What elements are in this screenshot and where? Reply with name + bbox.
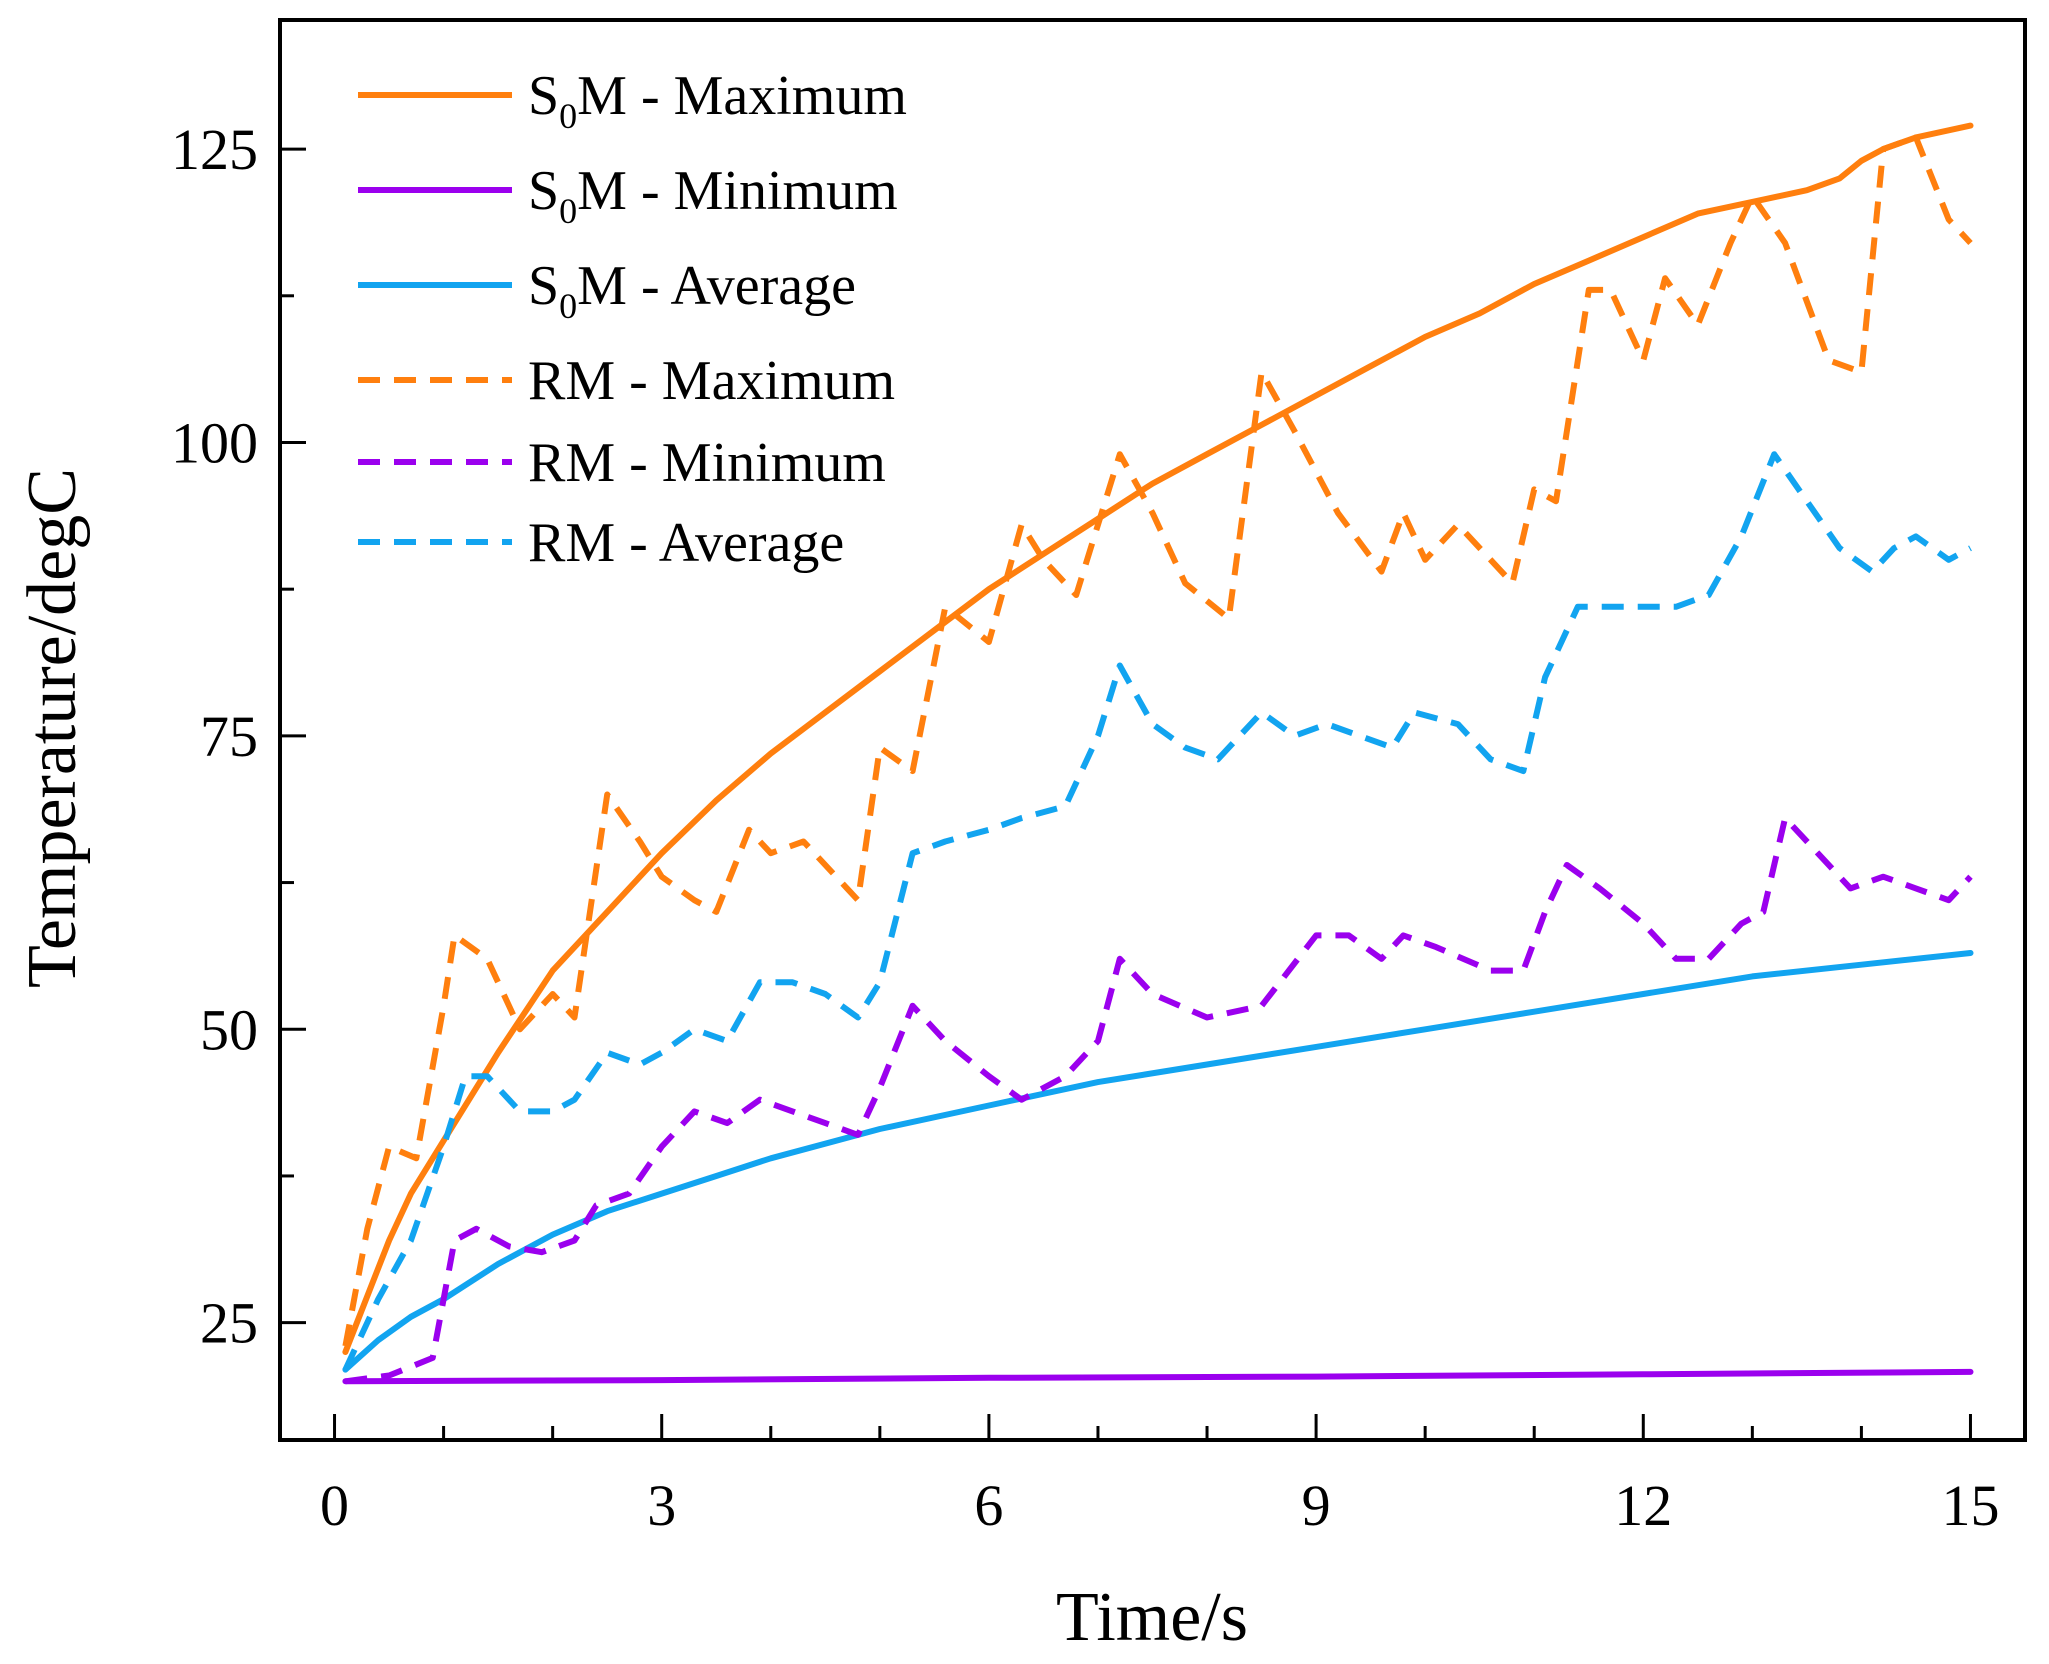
x-tick-label: 15 <box>1941 1473 1999 1538</box>
legend-label-text: M - Minimum <box>577 160 897 222</box>
series-lines <box>342 122 1974 1385</box>
legend-label-rm-minimum: RM - Minimum <box>528 432 886 494</box>
legend-label-s0m-maximum: S0M - Maximum <box>528 65 907 136</box>
x-tick-label: 0 <box>320 1473 349 1538</box>
x-tick-label: 3 <box>647 1473 676 1538</box>
axis-ticks: 0 3 6 9 12 15 25 50 75 100 125 <box>171 117 1999 1538</box>
y-tick-label: 50 <box>200 997 258 1062</box>
legend-label-text: RM - Minimum <box>528 432 886 494</box>
series-line-s0m-minimum <box>342 1368 1974 1385</box>
legend-subscript: 0 <box>559 96 577 136</box>
legend-label-s0m-minimum: S0M - Minimum <box>528 160 898 231</box>
plot-frame <box>278 18 2027 1442</box>
x-axis-title: Time/s <box>1056 1579 1248 1656</box>
series-line-s0m-average <box>342 950 1974 1373</box>
series-line-rm-maximum <box>342 134 1973 1347</box>
legend-label-text: S <box>528 255 559 317</box>
legend-subscript: 0 <box>559 286 577 326</box>
y-tick-label: 75 <box>200 704 258 769</box>
legend-label-rm-maximum: RM - Maximum <box>528 350 895 412</box>
series-line-rm-average <box>342 451 1972 1371</box>
y-tick-label: 25 <box>200 1291 258 1356</box>
legend-label-s0m-average: S0M - Average <box>528 255 856 326</box>
legend-label-text: M - Maximum <box>577 65 907 127</box>
y-tick-label: 125 <box>171 117 258 182</box>
x-tick-label: 6 <box>974 1473 1003 1538</box>
y-tick-label: 100 <box>171 410 258 475</box>
series-line-rm-minimum <box>345 815 1973 1385</box>
legend-label-text: RM - Maximum <box>528 350 895 412</box>
legend-label-text: S <box>528 160 559 222</box>
legend-label-text: RM - Average <box>528 512 844 574</box>
x-tick-label: 12 <box>1614 1473 1672 1538</box>
legend-label-rm-average: RM - Average <box>528 512 844 574</box>
y-axis-title: Temperature/degC <box>14 468 91 988</box>
legend-label-text: S <box>528 65 559 127</box>
x-tick-label: 9 <box>1302 1473 1331 1538</box>
legend-subscript: 0 <box>559 191 577 231</box>
series-line-s0m-maximum <box>342 122 1974 1355</box>
legend-label-text: M - Average <box>577 255 856 317</box>
